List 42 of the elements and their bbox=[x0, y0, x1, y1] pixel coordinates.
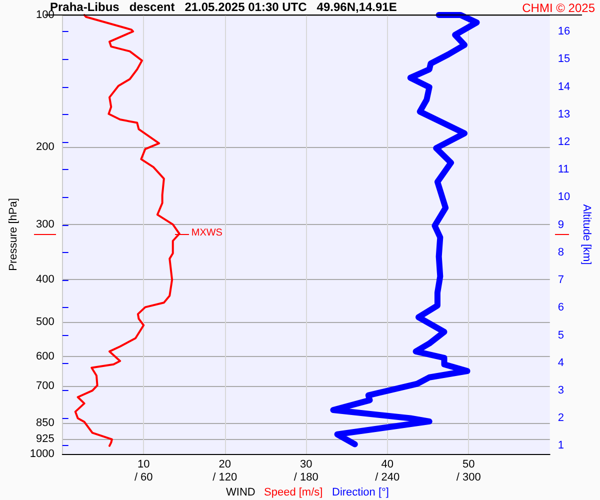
y-tick-label: 850 bbox=[36, 417, 54, 430]
x2-tick-label: / 180 bbox=[294, 472, 318, 484]
y-tick-label: 200 bbox=[36, 141, 54, 154]
y-axis-title: Pressure [hPa] bbox=[8, 198, 20, 271]
y2-tick-label: 3 bbox=[558, 384, 564, 396]
y-tick-label: 300 bbox=[36, 218, 54, 230]
y2-tick-label: 16 bbox=[558, 26, 570, 38]
y2-tick-label: 11 bbox=[558, 164, 570, 176]
x2-tick-label: / 120 bbox=[212, 472, 238, 484]
x-tick-label: 10 bbox=[137, 458, 150, 470]
text: WIND bbox=[226, 486, 256, 498]
y-tick-label: 1000 bbox=[30, 448, 54, 460]
x2-tick-label: / 300 bbox=[456, 472, 481, 484]
y2-tick-label: 2 bbox=[558, 412, 564, 424]
x-tick-label: 40 bbox=[381, 458, 394, 470]
x-axis-title: Speed [m/s] bbox=[264, 486, 323, 498]
y2-tick-label: 12 bbox=[558, 136, 570, 148]
y2-tick-label: 14 bbox=[558, 80, 570, 93]
y-tick-label: 700 bbox=[36, 380, 54, 392]
y2-tick-label: 6 bbox=[558, 302, 564, 314]
y2-axis-title: Altitude [km] bbox=[580, 204, 592, 265]
y-tick-label: 500 bbox=[36, 316, 54, 328]
y2-tick-label: 10 bbox=[558, 191, 570, 204]
y-tick-label: 925 bbox=[36, 433, 54, 446]
y2-tick-label: 1 bbox=[558, 440, 564, 452]
x-tick-label: 20 bbox=[218, 458, 231, 470]
y2-tick-label: 9 bbox=[558, 218, 564, 231]
y2-tick-label: 4 bbox=[558, 356, 564, 369]
y2-tick-label: 5 bbox=[558, 329, 564, 342]
y-tick-label: 400 bbox=[36, 273, 54, 286]
x2-axis-title: Direction [°] bbox=[332, 486, 389, 498]
y2-tick-label: 13 bbox=[558, 108, 570, 120]
text: CHMI © 2025 bbox=[522, 1, 596, 15]
x2-tick-label: / 60 bbox=[134, 472, 153, 484]
y2-tick-label: 7 bbox=[558, 274, 564, 286]
x-tick-label: 30 bbox=[300, 458, 312, 470]
x2-tick-label: / 240 bbox=[375, 472, 400, 484]
y2-tick-label: 8 bbox=[558, 246, 564, 258]
annotation: MXWS bbox=[191, 227, 223, 238]
x-tick-label: 50 bbox=[462, 458, 475, 470]
y2-tick-label: 15 bbox=[558, 53, 570, 66]
y-tick-label: 600 bbox=[36, 350, 54, 363]
